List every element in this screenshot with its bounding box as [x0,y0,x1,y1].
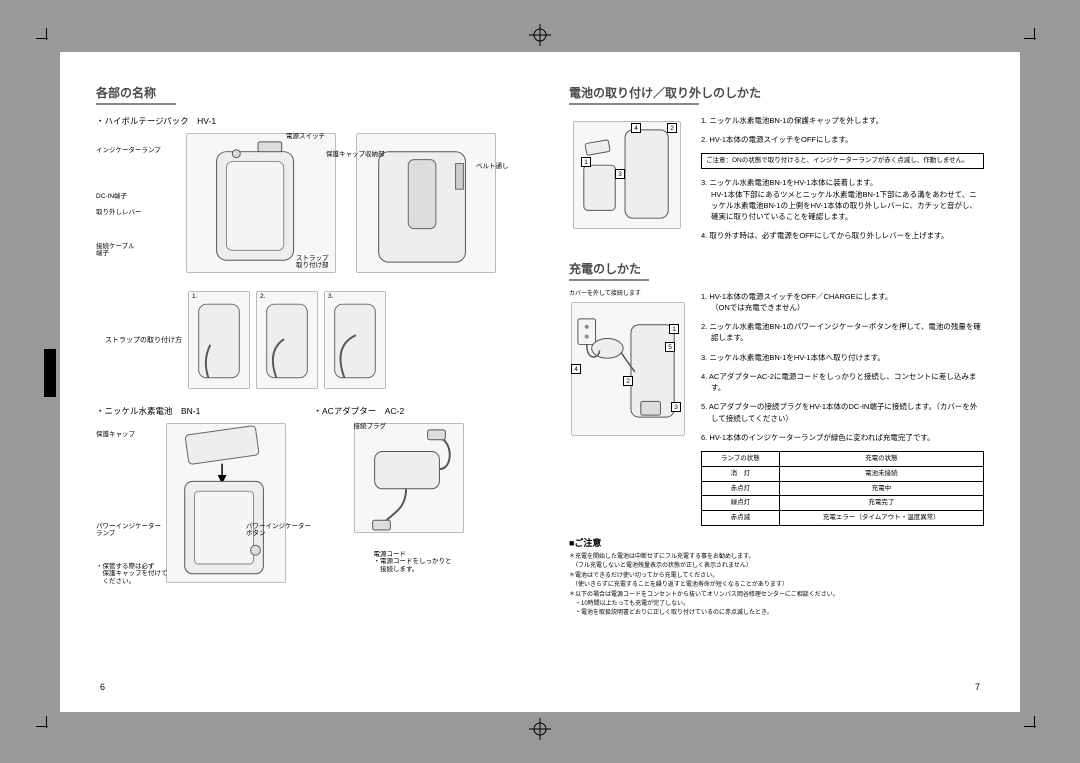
fig-num: 4 [571,364,581,374]
crop-mark-icon [1024,28,1044,48]
charge-step: 5. ACアダプターの接続プラグをHV-1本体のDC-IN端子に接続します。（カ… [701,401,984,424]
registration-mark-icon [529,24,551,46]
lamp-td: 赤点灯 [702,481,780,496]
lamp-th: ランプの状態 [702,452,780,467]
install-step: 2. HV-1本体の電源スイッチをOFFにします。 [701,134,984,145]
label-storage-note: ・保管する際は必ず 保護キャップを付けて ください。 [96,563,168,586]
page-left: 各部の名称 ・ハイボルテージパック HV-1 インジケーターランプ 電 [60,52,547,712]
lamp-td: 電池未接続 [779,466,983,481]
fig-num: 1 [581,157,591,167]
label-belt-loop: ベルト通し [476,163,509,171]
section-title-install: 電池の取り付け／取り外しのしかた [569,84,984,105]
charge-step: 4. ACアダプターAC-2に電源コードをしっかりと接続し、コンセントに差し込み… [701,371,984,394]
strap-step2-diagram [256,291,318,389]
color-bar-icon [44,349,56,397]
install-step: 3. ニッケル水素電池BN-1をHV-1本体に装着します。 HV-1本体下部にあ… [701,177,984,222]
strap-step-num: 3. [328,293,333,301]
label-strap-mount: ストラップ 取り付け部 [296,255,329,271]
label-pwr-ind-btn: パワーインジケーター ボタン [246,523,311,539]
fig-num: 5 [665,342,675,352]
fig-num: 4 [631,123,641,133]
strap-step1-diagram [188,291,250,389]
label-release-lever: 取り外しレバー [96,209,142,217]
page-number-left: 6 [100,682,105,692]
lamp-td: 充電完了 [779,496,983,511]
manual-spread: 各部の名称 ・ハイボルテージパック HV-1 インジケーターランプ 電 [60,52,1020,712]
strap-step-num: 2. [260,293,265,301]
fig-num: 3 [671,402,681,412]
notice-line: （フル充電しないと電池残量表示の状態が正しく表示されません） [569,562,984,570]
fig-num: 2 [623,376,633,386]
page-number-right: 7 [975,682,980,692]
lamp-td: 赤点滅 [702,511,780,526]
ac2-diagram [354,423,464,533]
charge-fig-caption: カバーを外して接続します [569,291,689,298]
strap-caption: ストラップの取り付け方 [96,335,182,345]
section-title-parts: 各部の名称 [96,84,511,105]
fig-num: 3 [615,169,625,179]
fig-num: 2 [667,123,677,133]
section-title-charge: 充電のしかた [569,260,984,281]
hv1-front-diagram [186,133,336,273]
label-plug: 接続プラグ [354,423,387,431]
crop-mark-icon [1024,716,1044,736]
notice-line: ＊電池はできるだけ使い切ってから充電してください。 [569,572,984,580]
strap-step-num: 1. [192,293,197,301]
label-cap-storage: 保護キャップ収納部 [326,151,385,159]
notice-line: ＊以下の場合は電源コードをコンセントから抜いてオリンパス岡谷修理センターにご相談… [569,591,984,599]
bn1-block: ・ニッケル水素電池 BN-1 保護キャップ パワーインジケーター [96,401,294,603]
notice-line: （使いきらずに充電することを繰り返すと電池寿命が短くなることがあります） [569,581,984,589]
install-diagram [573,121,681,229]
fig-num: 1 [669,324,679,334]
registration-mark-icon [529,718,551,740]
strap-step3-diagram [324,291,386,389]
lamp-td: 消 灯 [702,466,780,481]
strap-steps: ストラップの取り付け方 1. 2. 3. [96,291,511,389]
bn1-heading: ・ニッケル水素電池 BN-1 [96,405,294,417]
install-warning: ご注意：ONの状態で取り付けると、インジケーターランプが赤く点滅し、作動しません… [701,153,984,169]
label-cable-terminal: 接続ケーブル 端子 [96,243,135,259]
notice-heading: ■ご注意 [569,536,984,549]
notice-line: ＊充電を開始した電池は中断せずにフル充電する事をお勧めします。 [569,553,984,561]
lamp-td: 充電エラー（タイムアウト・温度異常） [779,511,983,526]
crop-mark-icon [36,28,56,48]
notice-line: ・電池を取扱説明書どおりに正しく取り付けているのに赤点滅したとき。 [569,609,984,617]
label-cap: 保護キャップ [96,431,135,439]
install-step: 1. ニッケル水素電池BN-1の保護キャップを外します。 [701,115,984,126]
charge-step: 3. ニッケル水素電池BN-1をHV-1本体へ取り付けます。 [701,352,984,363]
install-step: 4. 取り外す時は、必ず電源をOFFにしてから取り外しレバーを上げます。 [701,230,984,241]
label-power-switch: 電源スイッチ [286,133,325,141]
hv1-heading: ・ハイボルテージパック HV-1 [96,115,511,127]
charge-step: 6. HV-1本体のインジケーターランプが緑色に変われば充電完了です。 [701,432,984,443]
page-right: 電池の取り付け／取り外しのしかた 1 2 3 4 [547,52,1020,712]
install-row: 1 2 3 4 1. ニッケル水素電池BN-1の保護キャップを外します。 2. … [569,115,984,250]
lamp-th: 充電の状態 [779,452,983,467]
label-dc-in: DC-IN端子 [96,193,127,201]
notice-body: ＊充電を開始した電池は中断せずにフル充電する事をお勧めします。 （フル充電しない… [569,553,984,618]
lamp-td: 緑点灯 [702,496,780,511]
charge-row: カバーを外して接続します 1 2 [569,291,984,526]
bn1-diagram [166,423,286,583]
lamp-status-table: ランプの状態 充電の状態 消 灯電池未接続 赤点灯充電中 緑点灯充電完了 赤点滅… [701,451,984,526]
lamp-td: 充電中 [779,481,983,496]
label-indicator-lamp: インジケーターランプ [96,147,161,155]
crop-mark-icon [36,716,56,736]
label-cord: 電源コード ・電源コードをしっかりと 接続します。 [374,551,452,574]
charge-step: 2. ニッケル水素電池BN-1のパワーインジケーターボタンを押して、電池の残量を… [701,321,984,344]
ac2-block: ・ACアダプター AC-2 接続プラグ 電源コード ・電源コードをしっかりと 接… [314,401,512,603]
ac2-heading: ・ACアダプター AC-2 [314,405,512,417]
charge-step: 1. HV-1本体の電源スイッチをOFF／CHARGEにします。 （ONでは充電… [701,291,984,314]
label-pwr-ind-lamp: パワーインジケーター ランプ [96,523,161,539]
hv1-diagram-area: インジケーターランプ 電源スイッチ 保護キャップ収納部 ベルト通し DC-IN端… [96,133,511,283]
notice-line: ・10時間以上たっても充電が完了しない。 [569,600,984,608]
charge-diagram [571,302,685,436]
